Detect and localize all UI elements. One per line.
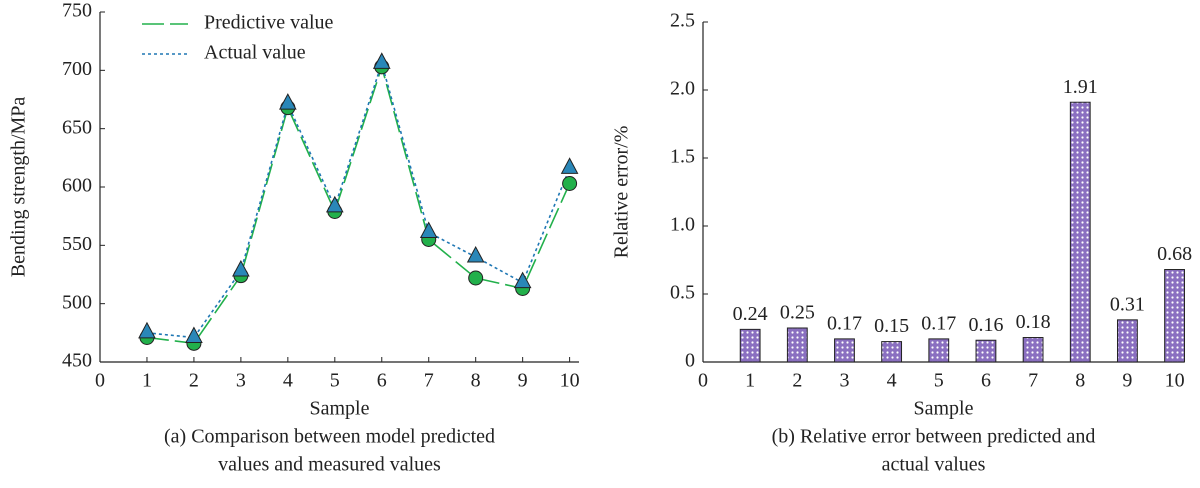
y-axis-label: Bending strength/MPa xyxy=(8,97,30,278)
legend-label: Actual value xyxy=(204,42,306,64)
bar xyxy=(1164,269,1185,363)
y-tick-label: 550 xyxy=(62,233,92,255)
data-label: 0.16 xyxy=(968,314,1003,336)
bar xyxy=(739,328,761,363)
bar xyxy=(928,338,950,363)
point xyxy=(232,259,250,277)
legend-label: Predictive value xyxy=(204,12,334,34)
series-line xyxy=(146,60,571,339)
x-tick-label: 3 xyxy=(236,370,246,392)
x-tick-label: 5 xyxy=(934,370,944,392)
point xyxy=(466,245,485,263)
y-tick-label: 1.0 xyxy=(670,214,695,236)
x-tick-label: 2 xyxy=(189,370,199,392)
bar xyxy=(1117,319,1138,363)
y-tick-label: 600 xyxy=(62,175,92,197)
point xyxy=(513,271,532,289)
bar xyxy=(1022,337,1044,363)
x-axis-label: Sample xyxy=(914,398,974,420)
x-tick-label: 9 xyxy=(518,370,528,392)
point xyxy=(560,157,579,174)
x-tick-label: 7 xyxy=(424,370,434,392)
y-tick-label: 750 xyxy=(62,0,92,22)
x-tick-label: 8 xyxy=(471,370,481,392)
y-tick-label: 0 xyxy=(685,350,695,372)
x-tick-label: 7 xyxy=(1028,370,1038,392)
x-tick-label: 1 xyxy=(745,370,755,392)
y-tick-label: 650 xyxy=(62,116,92,138)
y-axis-label: Relative error/% xyxy=(611,126,633,259)
point xyxy=(562,176,578,191)
point xyxy=(468,270,484,286)
caption: (a) Comparison between model predicted xyxy=(164,426,495,448)
data-label: 0.25 xyxy=(780,302,815,324)
x-tick-label: 1 xyxy=(142,370,152,392)
x-tick-label: 2 xyxy=(792,370,802,392)
x-tick-label: 9 xyxy=(1122,370,1132,392)
x-tick-label: 5 xyxy=(330,370,340,392)
point xyxy=(419,221,438,238)
x-axis-label: Sample xyxy=(310,398,370,420)
y-tick-label: 0.5 xyxy=(670,282,695,304)
y-tick-label: 2.0 xyxy=(670,78,695,100)
y-tick-label: 450 xyxy=(62,350,92,372)
data-label: 0.31 xyxy=(1110,293,1145,315)
data-label: 0.18 xyxy=(1016,311,1051,333)
data-label: 0.24 xyxy=(733,303,768,325)
x-tick-label: 6 xyxy=(981,370,991,392)
x-tick-label: 6 xyxy=(377,370,387,392)
series-line xyxy=(146,64,571,345)
point xyxy=(372,52,391,69)
point xyxy=(279,93,297,110)
bar xyxy=(975,339,997,363)
x-tick-label: 10 xyxy=(560,370,580,392)
y-tick-label: 1.5 xyxy=(670,146,695,168)
bar xyxy=(786,327,808,363)
x-tick-label: 0 xyxy=(95,370,105,392)
data-label: 0.15 xyxy=(874,315,909,337)
data-label: 0.17 xyxy=(827,312,862,334)
x-tick-label: 4 xyxy=(887,370,897,392)
x-tick-label: 3 xyxy=(839,370,849,392)
bar xyxy=(881,341,903,363)
x-tick-label: 8 xyxy=(1075,370,1085,392)
data-label: 0.17 xyxy=(921,312,956,334)
data-label: 0.68 xyxy=(1157,243,1192,265)
y-tick-label: 2.5 xyxy=(670,10,695,32)
caption: values and measured values xyxy=(218,454,441,476)
x-tick-label: 0 xyxy=(698,370,708,392)
x-tick-label: 10 xyxy=(1165,370,1185,392)
bar xyxy=(834,338,855,363)
bar xyxy=(1069,101,1091,363)
point xyxy=(185,326,203,343)
y-tick-label: 700 xyxy=(62,58,92,80)
point xyxy=(138,321,156,339)
y-tick-label: 500 xyxy=(62,291,92,313)
point xyxy=(325,195,344,213)
caption: (b) Relative error between predicted and xyxy=(772,426,1096,448)
caption: actual values xyxy=(882,454,986,476)
data-label: 1.91 xyxy=(1063,76,1098,98)
x-tick-label: 4 xyxy=(283,370,293,392)
